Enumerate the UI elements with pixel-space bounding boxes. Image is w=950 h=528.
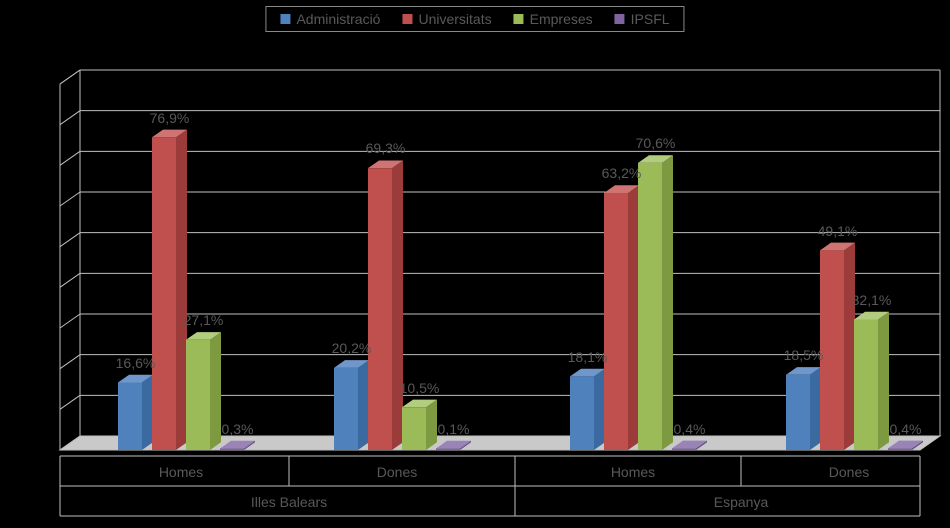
bar-value-label: 70,6%: [636, 135, 676, 151]
x-group-label: Espanya: [714, 494, 768, 510]
x-category-label: Homes: [611, 464, 655, 480]
x-category-label: Homes: [159, 464, 203, 480]
bar-value-label: 69,3%: [366, 140, 406, 156]
x-category-label: Dones: [829, 464, 869, 480]
plot-area: 16,6% 76,9% 27,1% 0,3% 20,2% 69,3% 10,5% 0,1% 18…: [0, 0, 950, 528]
bar-value-label: 16,6%: [116, 355, 156, 371]
bar-value-label: 0,4%: [674, 421, 706, 437]
bar-value-label: 0,4%: [890, 421, 922, 437]
x-category-label: Dones: [377, 464, 417, 480]
bar-value-label: 49,1%: [818, 223, 858, 239]
x-group-label: Illes Balears: [251, 494, 327, 510]
bar-value-label: 0,3%: [222, 421, 254, 437]
bar-value-label: 0,1%: [438, 421, 470, 437]
bar-value-label: 27,1%: [184, 312, 224, 328]
bar-value-label: 20,2%: [332, 340, 372, 356]
bar-value-label: 32,1%: [852, 292, 892, 308]
bar-value-label: 18,5%: [784, 347, 824, 363]
chart-container: AdministracióUniversitatsEmpresesIPSFL 1…: [0, 0, 950, 528]
bar-value-label: 76,9%: [150, 110, 190, 126]
bar-value-label: 18,1%: [568, 349, 608, 365]
bar-value-label: 10,5%: [400, 380, 440, 396]
bar-value-label: 63,2%: [602, 165, 642, 181]
